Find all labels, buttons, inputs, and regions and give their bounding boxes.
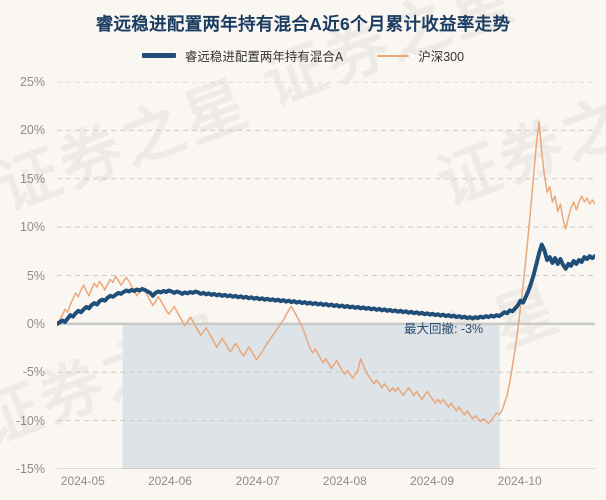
plot-area — [57, 82, 595, 469]
chart-title: 睿远稳进配置两年持有混合A近6个月累计收益率走势 — [95, 14, 511, 34]
x-axis-tick-label: 2024-09 — [409, 474, 455, 488]
x-axis-labels: 2024-05 2024-06 2024-07 2024-08 2024-09 2024-… — [0, 474, 606, 494]
x-axis-tick-label: 2024-06 — [147, 474, 192, 488]
y-axis-tick-label: -15% — [15, 462, 45, 476]
y-axis-tick-label: -10% — [15, 413, 45, 428]
chart-legend: 睿远稳进配置两年持有混合A 沪深300 — [0, 46, 606, 65]
legend-label-benchmark: 沪深300 — [418, 50, 465, 64]
y-axis-tick-label: 25% — [19, 75, 45, 89]
y-axis-tick-label: 15% — [19, 171, 45, 186]
y-axis-tick-label: 5% — [26, 268, 45, 283]
legend-swatch-fund-icon — [141, 53, 176, 58]
y-axis-tick-label: 10% — [19, 220, 45, 235]
legend-label-fund: 睿远稳进配置两年持有混合A — [184, 50, 344, 64]
x-axis-tick-label: 2024-05 — [60, 474, 105, 488]
y-axis-tick-label: -5% — [22, 365, 45, 380]
x-axis-tick-label: 2024-10 — [497, 474, 542, 488]
drawdown-band — [122, 323, 500, 469]
plot-svg — [57, 82, 595, 469]
x-axis-tick-label: 2024-08 — [322, 474, 367, 488]
legend-item-fund[interactable]: 睿远稳进配置两年持有混合A — [141, 46, 344, 65]
x-axis-tick-label: 2024-07 — [235, 474, 280, 488]
max-drawdown-annotation: 最大回撤: -3% — [404, 322, 484, 336]
y-axis-tick-label: 20% — [19, 123, 45, 138]
legend-swatch-benchmark-icon — [377, 54, 410, 57]
series-line-fund — [57, 242, 595, 326]
legend-item-benchmark[interactable]: 沪深300 — [377, 46, 464, 65]
series-line-benchmark — [57, 120, 595, 425]
y-axis-labels: 25% 20% 15% 10% 5% 0% -5% -10% -15% — [0, 75, 52, 476]
y-axis-tick-label: 0% — [26, 316, 45, 331]
